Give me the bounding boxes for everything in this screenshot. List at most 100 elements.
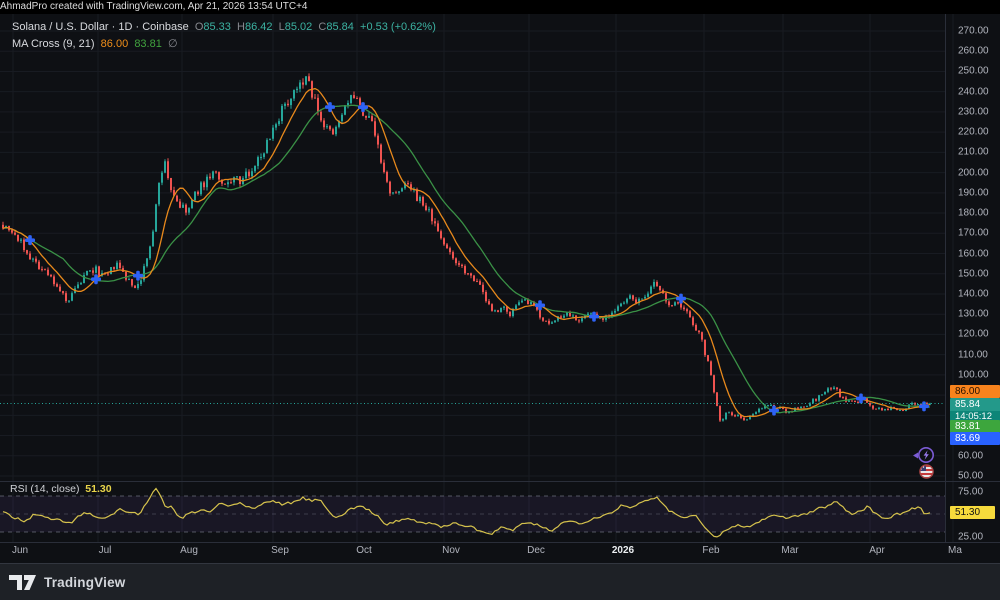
candle-body xyxy=(323,120,325,128)
candle-body xyxy=(332,129,334,135)
candle-body xyxy=(443,238,445,245)
ma-cross-marker[interactable] xyxy=(361,102,365,113)
us-flag-event-icon[interactable] xyxy=(918,463,935,480)
candle-body xyxy=(419,196,421,202)
candle-body xyxy=(806,405,808,407)
ma-cross-marker[interactable] xyxy=(328,102,332,113)
candle-body xyxy=(461,264,463,267)
candle-body xyxy=(701,332,703,340)
ma-cross-marker[interactable] xyxy=(859,393,863,404)
rsi-value: 51.30 xyxy=(85,483,112,495)
candle-body xyxy=(560,316,562,318)
candle-body xyxy=(812,399,814,404)
candle-body xyxy=(335,126,337,135)
time-tick: 2026 xyxy=(611,545,635,556)
candle-body xyxy=(695,324,697,331)
candle-body xyxy=(929,403,931,405)
price-tick: 100.00 xyxy=(958,369,989,381)
candle-body xyxy=(218,172,220,180)
candle-body xyxy=(803,406,805,408)
candle-body xyxy=(491,304,493,311)
candle-body xyxy=(275,124,277,128)
ma-cross-marker[interactable] xyxy=(679,293,683,304)
candle-body xyxy=(110,267,112,275)
candle-body xyxy=(809,403,811,406)
candle-body xyxy=(668,301,670,306)
candle-body xyxy=(86,270,88,276)
candle-body xyxy=(689,311,691,318)
candle-body xyxy=(494,310,496,312)
candle-body xyxy=(737,414,739,417)
ma-fast-line[interactable] xyxy=(2,87,931,418)
candle-body xyxy=(284,103,286,106)
candle-body xyxy=(782,407,784,410)
ma-cross-marker[interactable] xyxy=(538,300,542,311)
ma-cross-title[interactable]: MA Cross (9, 21) xyxy=(12,38,95,50)
flash-event-icon[interactable] xyxy=(910,444,936,466)
symbol-legend[interactable]: Solana / U.S. Dollar · 1D · Coinbase O85… xyxy=(12,21,436,33)
candle-body xyxy=(224,183,226,185)
symbol-title[interactable]: Solana / U.S. Dollar · 1D · Coinbase xyxy=(12,21,189,33)
ma-cross-marker[interactable] xyxy=(592,311,596,322)
candle-body xyxy=(614,310,616,313)
candle-body xyxy=(368,116,370,118)
ma-cross-marker[interactable] xyxy=(28,235,32,246)
time-tick: Jun xyxy=(11,545,29,556)
candle-body xyxy=(821,394,823,396)
candle-body xyxy=(125,271,127,280)
time-tick: Sep xyxy=(271,545,289,556)
candle-body xyxy=(746,419,748,421)
candle-body xyxy=(902,409,904,411)
candle-body xyxy=(533,302,535,306)
price-tick: 60.00 xyxy=(958,450,984,462)
candle-body xyxy=(899,409,901,411)
candle-body xyxy=(98,266,100,276)
candle-body xyxy=(377,135,379,145)
ma-cross-marker[interactable] xyxy=(94,274,98,285)
price-tick: 190.00 xyxy=(958,187,989,199)
candle-body xyxy=(710,361,712,376)
candle-body xyxy=(590,313,592,315)
candle-body xyxy=(260,156,262,158)
candle-body xyxy=(287,103,289,106)
ma-cross-legend[interactable]: MA Cross (9, 21) 86.00 83.81 ∅ xyxy=(12,37,178,50)
candle-body xyxy=(647,293,649,297)
tradingview-logo-icon[interactable] xyxy=(9,574,37,591)
candle-body xyxy=(149,246,151,259)
low-label: L xyxy=(278,21,285,33)
candle-body xyxy=(56,284,58,287)
ma-cross-marker[interactable] xyxy=(772,405,776,416)
candle-body xyxy=(140,280,142,284)
candle-body xyxy=(566,312,568,316)
candle-body xyxy=(554,320,556,323)
candle-body xyxy=(602,317,604,320)
candle-body xyxy=(563,315,565,318)
candle-body xyxy=(887,408,889,411)
rsi-legend[interactable]: RSI (14, close) 51.30 xyxy=(10,483,112,495)
candle-body xyxy=(296,88,298,91)
rsi-line[interactable] xyxy=(2,487,931,538)
candle-body xyxy=(797,407,799,409)
candle-body xyxy=(41,269,43,271)
candle-body xyxy=(32,258,34,260)
candle-body xyxy=(620,303,622,307)
rsi-title[interactable]: RSI (14, close) xyxy=(10,483,80,495)
ma-cross-marker[interactable] xyxy=(922,401,926,412)
candle-body xyxy=(635,299,637,304)
candle-body xyxy=(671,305,673,307)
candle-body xyxy=(95,266,97,273)
candle-body xyxy=(677,302,679,304)
candle-body xyxy=(29,253,31,260)
candle-body xyxy=(380,144,382,163)
candle-body xyxy=(50,274,52,277)
ma-cross-marker[interactable] xyxy=(136,270,140,281)
candle-body xyxy=(278,121,280,125)
candle-body xyxy=(116,262,118,269)
candle-body xyxy=(704,339,706,356)
export-note-text: AhmadPro created with TradingView.com, A… xyxy=(0,1,308,12)
candle-body xyxy=(497,310,499,312)
candle-body xyxy=(254,165,256,172)
tradingview-brand-text[interactable]: TradingView xyxy=(44,575,126,590)
candle-body xyxy=(653,281,655,287)
